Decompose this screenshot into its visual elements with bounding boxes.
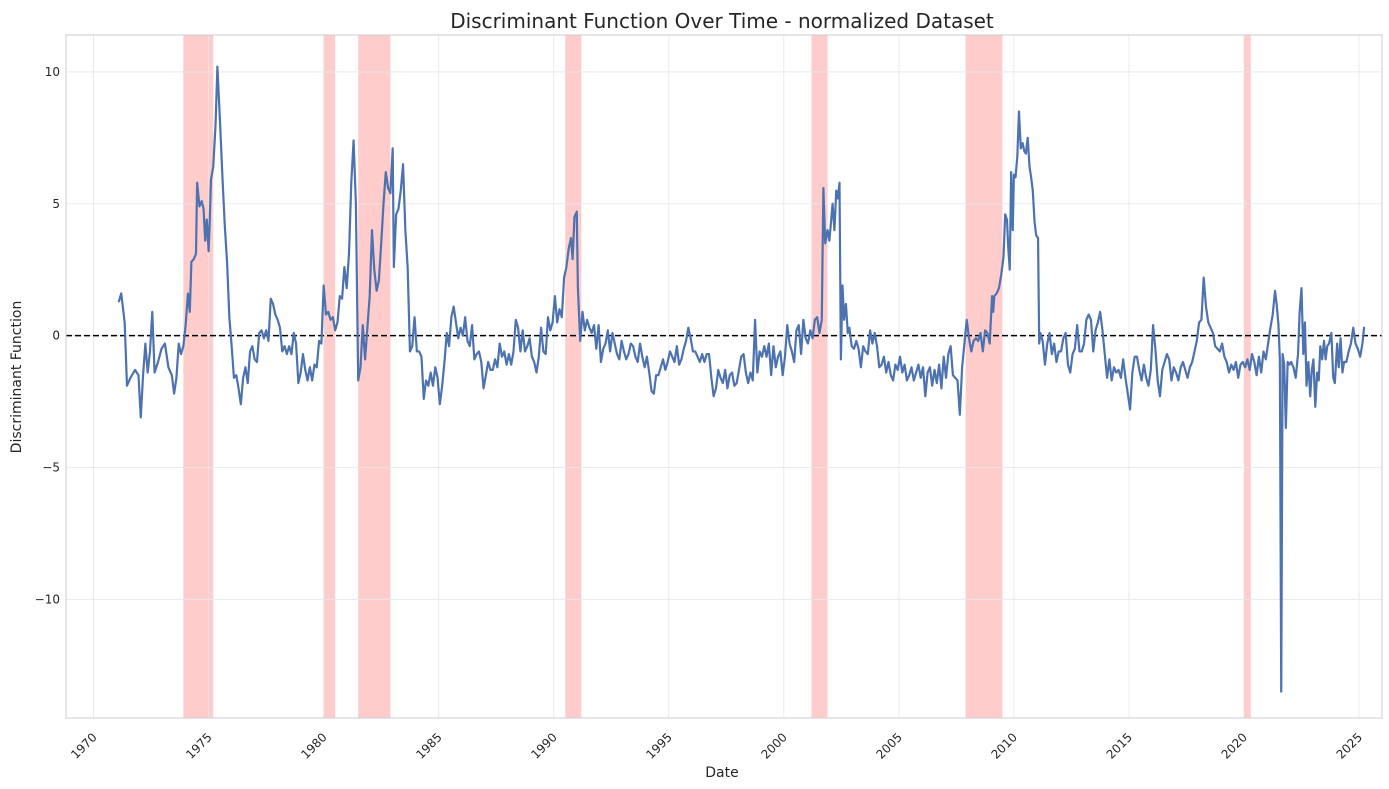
x-axis-label: Date [705,765,738,781]
y-tick-label-10: 10 [45,65,60,79]
shaded-period-2 [323,35,336,718]
shaded-period-4 [565,35,582,718]
plot-frame [65,34,1383,719]
y-tick-label-5: 5 [52,197,60,211]
series-line-1 [117,65,1366,693]
y-tick-label-0: 0 [52,329,60,343]
shaded-period-6 [965,35,1003,718]
y-axis-label: Discriminant Function [9,301,25,454]
shaded-period-7 [1243,35,1251,718]
chart-title: Discriminant Function Over Time - normal… [450,9,994,33]
plot-border [65,34,1383,719]
shaded-period-3 [358,35,391,718]
y-tick-labels: 10 5 0 −5 −10 [35,65,60,606]
y-tick-label--5: −5 [42,460,60,474]
y-tick-label--10: −10 [35,592,60,606]
shaded-periods [183,35,1251,718]
series-line-group [117,65,1366,693]
shaded-period-5 [811,35,828,718]
